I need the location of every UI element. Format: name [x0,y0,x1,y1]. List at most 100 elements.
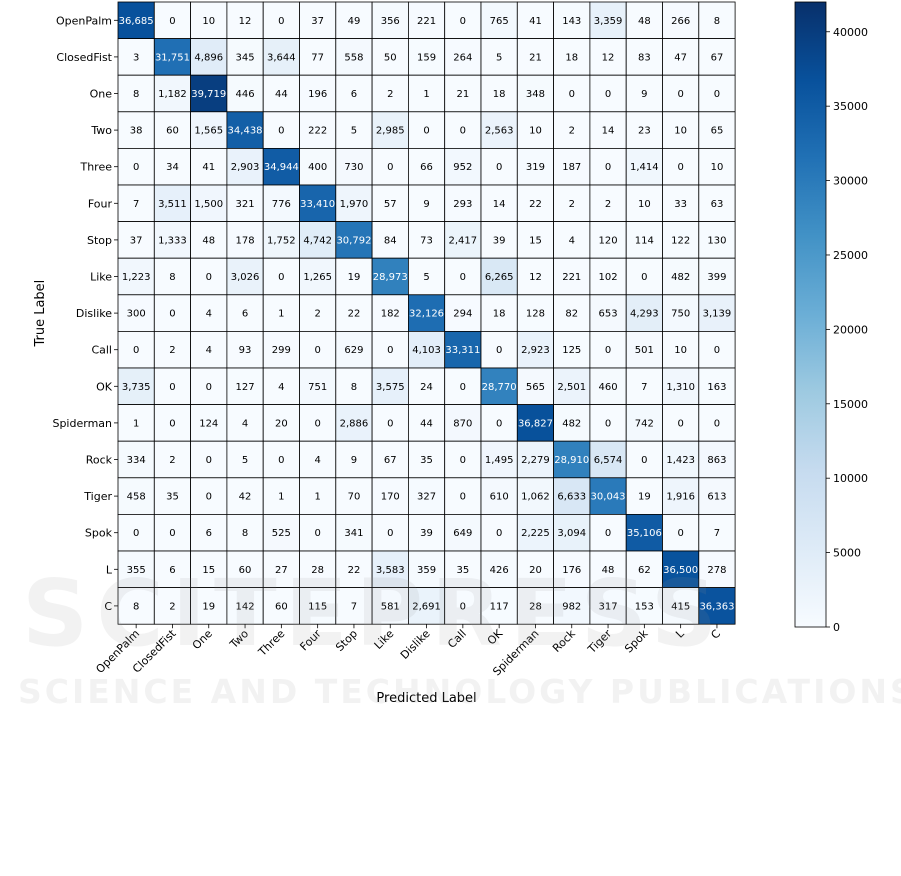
cell-value-label: 4 [206,345,212,356]
cell-value-label: 1,916 [666,492,695,503]
heatmap-cell [371,440,409,479]
heatmap-cell [262,257,300,296]
heatmap-cell [698,440,736,479]
heatmap-cell [553,184,591,222]
cell-value-label: 0 [387,345,393,356]
cell-value-label: 35,106 [627,528,662,539]
cell-value-label: 120 [599,235,618,246]
x-tick-label: Like [372,627,397,652]
cell-value-label: 2 [169,345,175,356]
heatmap-cell [662,147,700,186]
cell-value-label: 1,414 [630,162,659,173]
heatmap-cell [589,147,627,186]
cell-value-label: 196 [308,89,327,100]
cell-value-label: 0 [387,418,393,429]
heatmap-cell [226,477,264,515]
cell-value-label: 0 [677,162,683,173]
x-tick-label: Four [297,627,324,654]
heatmap-cell [516,184,554,222]
cell-value-label: 36,685 [119,16,154,27]
heatmap-cell [516,587,554,625]
heatmap-cell [589,74,627,113]
cell-value-label: 4,742 [303,235,332,246]
cell-value-label: 730 [344,162,363,173]
cell-value-label: 37 [311,16,324,27]
heatmap-cell [117,1,155,39]
cell-value-label: 321 [236,199,255,210]
x-tick-label: Tiger [585,627,615,657]
cell-value-label: 24 [420,382,433,393]
cell-value-label: 8 [169,272,175,283]
heatmap-cell [190,330,228,369]
heatmap-cell [153,257,192,296]
cell-value-label: 28 [311,565,324,576]
cell-value-label: 142 [236,601,255,612]
heatmap-cell [444,257,482,296]
cell-value-label: 32,126 [409,309,444,320]
cell-value-label: 127 [236,382,255,393]
heatmap-cell [407,404,446,442]
cell-value-label: 5 [351,126,357,137]
cell-value-label: 300 [127,309,146,320]
cell-value-label: 20 [529,565,542,576]
cell-value-label: 2 [569,199,575,210]
heatmap-cell [153,74,192,113]
heatmap-cell [698,367,736,405]
cell-value-label: 21 [529,52,542,63]
cell-value-label: 0 [133,345,139,356]
cell-value-label: 0 [169,528,175,539]
cell-value-label: 1,223 [122,272,151,283]
cell-value-label: 9 [351,455,357,466]
heatmap-cell [262,38,300,76]
heatmap-cell [153,330,192,369]
cell-value-label: 2 [387,89,393,100]
cell-value-label: 355 [127,565,146,576]
heatmap-cell [553,294,591,332]
heatmap-cell [698,74,736,113]
cell-value-label: 7 [714,528,720,539]
heatmap-cell [589,514,627,552]
cell-value-label: 6,265 [485,272,514,283]
cell-value-label: 28 [529,601,542,612]
cell-value-label: 4,103 [412,345,441,356]
x-tick-label: Rock [550,627,578,655]
heatmap-cell [190,221,228,259]
heatmap-cell [190,367,228,405]
heatmap-cell [662,587,700,625]
cell-value-label: 39,719 [191,89,226,100]
heatmap-cell [698,587,736,625]
cell-value-label: 0 [133,162,139,173]
cell-value-label: 8 [133,89,139,100]
cell-value-label: 1 [278,492,284,503]
cell-value-label: 12 [602,52,615,63]
cell-value-label: 5 [496,52,502,63]
cell-value-label: 2,225 [521,528,550,539]
cell-value-label: 34,438 [228,126,263,137]
cell-value-label: 221 [417,16,436,27]
cell-value-label: 426 [490,565,509,576]
cell-value-label: 221 [562,272,581,283]
cell-value-label: 187 [562,162,581,173]
cell-value-label: 0 [496,418,502,429]
cell-value-label: 36,500 [663,565,698,576]
cell-value-label: 33 [674,199,687,210]
heatmap-cell [407,367,446,405]
heatmap-cell [262,477,300,515]
cell-value-label: 982 [562,601,581,612]
heatmap-cell [153,38,192,76]
heatmap-cells: 36,685 0 10 12 0 37 49 356 221 0 765 41 143 3,359 48 26… [117,1,736,625]
cell-value-label: 153 [635,601,654,612]
cell-value-label: 130 [707,235,726,246]
heatmap-cell [371,1,409,39]
cell-value-label: 176 [562,565,581,576]
y-tick-label: Four [88,197,113,210]
cell-value-label: 1 [133,418,139,429]
heatmap-cell [698,257,736,296]
cell-value-label: 22 [348,309,361,320]
heatmap-cell [335,587,373,625]
cell-value-label: 124 [199,418,218,429]
x-tick-label: Stop [333,627,360,654]
cell-value-label: 1,970 [340,199,369,210]
cell-value-label: 0 [677,418,683,429]
y-tick-label: Like [90,271,112,284]
